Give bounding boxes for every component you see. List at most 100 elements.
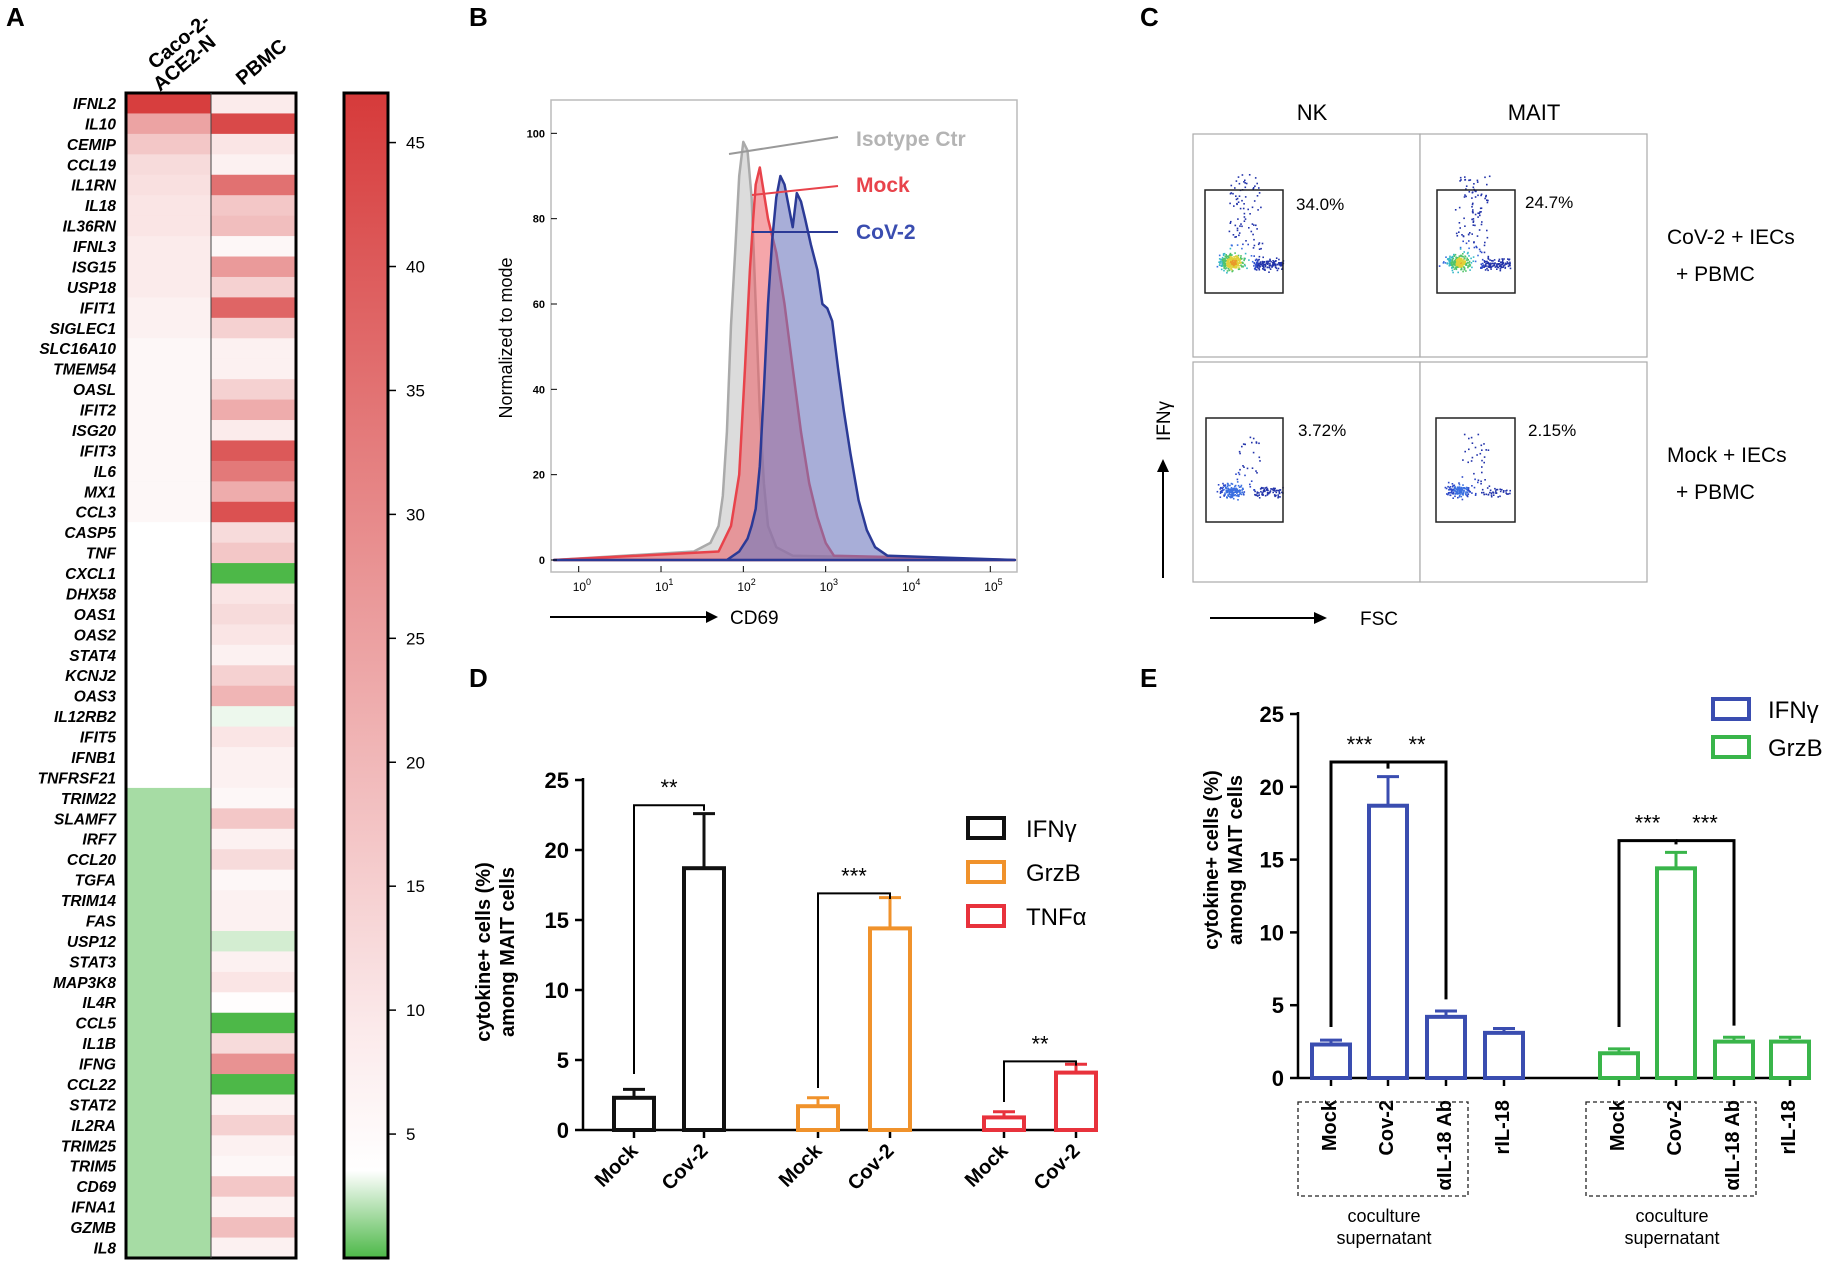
flow-event-dot — [1252, 188, 1254, 190]
flow-event-dot — [1226, 257, 1229, 260]
flow-event-dot — [1257, 259, 1259, 261]
flow-event-dot — [1252, 437, 1255, 440]
bar-e-x-label-grzb-il-18-ab: αIL-18 Ab — [1722, 1100, 1744, 1190]
flow-event-dot — [1232, 257, 1235, 260]
flow-event-dot — [1265, 488, 1268, 491]
bar-d-bar-grzb-mock — [796, 1104, 840, 1132]
flow-event-dot — [1262, 263, 1265, 265]
gene-label-isg15: ISG15 — [72, 259, 116, 276]
flow-event-dot — [1499, 490, 1502, 493]
flow-event-dot — [1260, 487, 1263, 490]
flow-event-dot — [1495, 263, 1498, 265]
flow-event-dot — [1470, 460, 1473, 462]
heatmap-cell-kcnj2-caco2 — [126, 665, 211, 687]
heatmap-cell-stat2-pbmc — [211, 1094, 296, 1116]
colorbar-tick-label-40: 40 — [406, 258, 425, 277]
flow-event-dot — [1256, 491, 1259, 493]
flow-event-dot — [1463, 490, 1466, 492]
bar-e-x-label-ifn-mock: Mock — [1319, 1099, 1341, 1151]
heatmap-cell-cxcl1-caco2 — [126, 563, 211, 585]
flow-event-dot — [1480, 444, 1483, 447]
flow-event-dot — [1466, 261, 1469, 264]
flow-event-dot — [1230, 493, 1232, 496]
legend-label-grzb: GrzB — [1026, 860, 1081, 887]
flow-event-dot — [1281, 268, 1283, 270]
flow-event-dot — [1455, 259, 1458, 261]
heatmap-cell-fas-pbmc — [211, 910, 296, 932]
flow-event-dot — [1273, 262, 1276, 265]
flow-event-dot — [1467, 251, 1469, 254]
flow-event-dot — [1236, 257, 1238, 259]
mock-pointer — [751, 185, 839, 196]
flow-event-dot — [1451, 258, 1454, 261]
legend-swatch-grzb-e — [1711, 735, 1751, 759]
flow-event-dot — [1487, 258, 1490, 260]
flow-event-dot — [1230, 489, 1233, 492]
flow-event-dot — [1216, 265, 1219, 268]
flow-event-dot — [1263, 488, 1265, 491]
histogram-x-tick-label-0: 100 — [573, 577, 591, 594]
heatmap-cell-trim22-caco2 — [126, 787, 211, 809]
flow-event-dot — [1451, 269, 1454, 272]
flow-event-dot — [1471, 197, 1473, 199]
flow-event-dot — [1236, 197, 1239, 200]
flow-event-dot — [1459, 248, 1462, 250]
flow-event-dot — [1464, 225, 1466, 227]
flow-event-dot — [1459, 264, 1461, 266]
flow-event-dot — [1457, 260, 1460, 263]
flow-event-dot — [1448, 264, 1451, 267]
flow-event-dot — [1452, 491, 1455, 494]
flow-event-dot — [1235, 488, 1237, 491]
flow-event-dot — [1508, 264, 1511, 266]
bar-e-y-tick-label-20: 20 — [1260, 775, 1284, 800]
flow-event-dot — [1486, 262, 1488, 264]
flow-event-dot — [1497, 260, 1500, 262]
flow-event-dot — [1241, 489, 1243, 491]
flow-event-dot — [1501, 488, 1503, 491]
flow-event-dot — [1241, 491, 1243, 493]
flow-event-dot — [1479, 214, 1481, 217]
flow-event-dot — [1465, 491, 1467, 493]
flow-event-dot — [1492, 491, 1494, 493]
flow-event-dot — [1258, 492, 1260, 494]
flow-event-dot — [1258, 255, 1261, 258]
heatmap-cell-il4r-pbmc — [211, 992, 296, 1014]
flow-event-dot — [1244, 196, 1247, 198]
flow-event-dot — [1464, 176, 1466, 178]
coculture-label-grzb-line2: supernatant — [1624, 1228, 1719, 1248]
flow-event-dot — [1483, 266, 1485, 268]
flow-event-dot — [1468, 240, 1470, 242]
bar-d-y-label-line2: among MAIT cells — [497, 867, 519, 1037]
flow-event-dot — [1238, 195, 1241, 197]
flow-event-dot — [1264, 494, 1267, 497]
flow-event-dot — [1463, 196, 1466, 198]
flow-event-dot — [1226, 496, 1228, 499]
flow-event-dot — [1262, 490, 1265, 492]
flow-event-dot — [1231, 268, 1233, 271]
flow-event-dot — [1244, 265, 1246, 267]
flow-event-dot — [1468, 191, 1471, 193]
histogram-y-tick-label-80: 80 — [533, 214, 545, 226]
heatmap-cell-ifng-caco2 — [126, 1053, 211, 1075]
flow-event-dot — [1503, 258, 1505, 260]
flow-event-dot — [1502, 262, 1504, 265]
flow-event-dot — [1438, 265, 1441, 267]
flow-event-dot — [1463, 487, 1466, 489]
bar-e-bar-grzb-il-18-ab — [1713, 1039, 1755, 1080]
flow-event-dot — [1462, 491, 1465, 494]
flow-event-dot — [1477, 433, 1480, 436]
flow-event-dot — [1233, 491, 1235, 494]
flow-event-dot — [1219, 260, 1222, 263]
flow-event-dot — [1457, 258, 1460, 260]
gene-label-usp18: USP18 — [67, 280, 116, 297]
flow-event-dot — [1477, 212, 1479, 214]
heatmap-cell-mx1-caco2 — [126, 481, 211, 503]
flow-event-dot — [1474, 224, 1476, 227]
flow-event-dot — [1243, 220, 1246, 222]
flow-event-dot — [1457, 266, 1459, 268]
flow-event-dot — [1471, 492, 1473, 494]
flow-event-dot — [1222, 254, 1225, 257]
flow-event-dot — [1261, 492, 1263, 494]
colorbar-tick-label-45: 45 — [406, 134, 425, 153]
